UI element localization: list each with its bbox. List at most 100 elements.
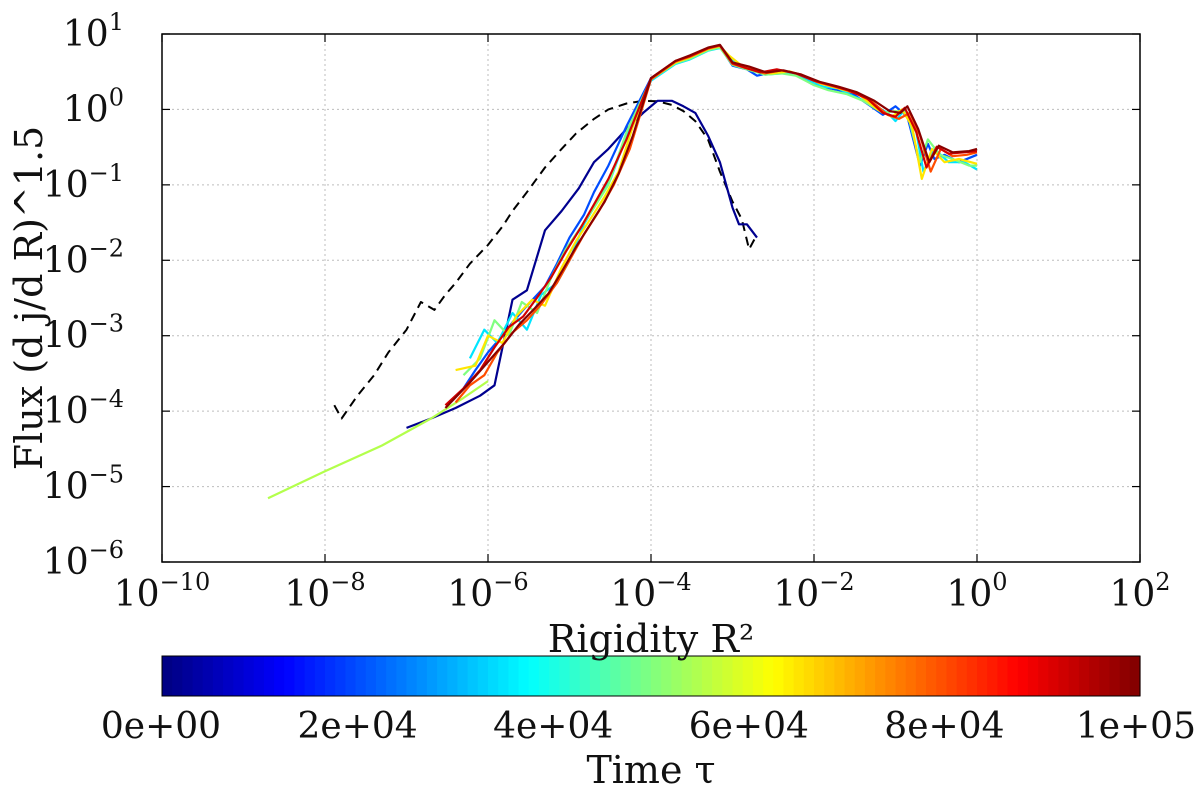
colorbar-segment — [824, 656, 835, 696]
colorbar-segment — [202, 656, 214, 696]
colorbar-segment — [620, 656, 632, 696]
colorbar-segment — [569, 656, 581, 696]
colorbar-segment — [956, 656, 968, 696]
colorbar-segment — [325, 656, 336, 696]
colorbar-segment — [763, 656, 774, 696]
colorbar-segment — [926, 656, 937, 696]
colorbar-frame — [161, 655, 1141, 697]
colorbar-segment — [457, 656, 469, 696]
colorbar-tick-label: 2e+04 — [298, 706, 418, 747]
y-tick-label: 10−5 — [43, 461, 124, 508]
colorbar-segment — [661, 656, 672, 696]
y-tick-label: 10−2 — [43, 234, 124, 281]
colorbar-tick-label: 8e+04 — [884, 706, 1004, 747]
colorbar-segment — [263, 656, 275, 696]
colorbar-segment — [274, 656, 285, 696]
colorbar-segment — [365, 656, 377, 696]
colorbar-segment — [701, 656, 713, 696]
x-tick-label: 10−6 — [447, 568, 528, 615]
colorbar-segment — [416, 656, 428, 696]
colorbar-segment — [681, 656, 693, 696]
series-run-a — [462, 45, 978, 389]
colorbar-segment — [498, 656, 509, 696]
colorbar-segment — [233, 656, 245, 696]
colorbar-segment — [579, 656, 591, 696]
y-tick-label: 10−4 — [43, 385, 124, 432]
colorbar-segment — [386, 656, 397, 696]
colorbar-segment — [671, 656, 683, 696]
colorbar-segment — [610, 656, 622, 696]
colorbar-segment — [915, 656, 927, 696]
colorbar-segment — [426, 656, 438, 696]
colorbar-segment — [1007, 656, 1019, 696]
colorbar-segment — [814, 656, 825, 696]
colorbar-segment — [182, 656, 194, 696]
colorbar-segment — [1109, 656, 1121, 696]
colorbar-segment — [1068, 656, 1080, 696]
series-layer — [267, 43, 978, 500]
x-tick-label: 10−8 — [284, 568, 365, 615]
colorbar-segment — [630, 656, 642, 696]
colorbar-segment — [732, 656, 744, 696]
colorbar-segment — [600, 656, 611, 696]
colorbar-segment — [834, 656, 846, 696]
colorbar-segment — [803, 656, 815, 696]
series-run-b — [468, 46, 978, 359]
y-tick-label: 10−1 — [43, 159, 124, 206]
x-axis-label: Rigidity R² — [548, 617, 754, 661]
series-run-c — [462, 46, 977, 376]
colorbar-segment — [997, 656, 1009, 696]
colorbar-segment — [253, 656, 265, 696]
y-tick-label: 10−6 — [43, 536, 124, 583]
colorbar-segment — [437, 656, 448, 696]
colorbar-tick-label: 0e+00 — [101, 706, 221, 747]
colorbar-segment — [243, 656, 255, 696]
colorbar-segment — [477, 656, 489, 696]
colorbar-segment — [1027, 656, 1039, 696]
colorbar-segment — [447, 656, 459, 696]
colorbar-segment — [559, 656, 571, 696]
colorbar-segment — [783, 656, 795, 696]
colorbar-segment — [1129, 656, 1141, 696]
series-run-d — [455, 45, 978, 372]
colorbar-segment — [966, 656, 978, 696]
colorbar-segment — [1058, 656, 1070, 696]
series-reference-dashed — [333, 99, 758, 420]
colorbar-segment — [172, 656, 183, 696]
colorbar-segment — [304, 656, 316, 696]
colorbar-segment — [294, 656, 306, 696]
colorbar-segment — [936, 656, 948, 696]
colorbar-segment — [406, 656, 418, 696]
colorbar-segment — [345, 656, 357, 696]
series-green-branch — [267, 380, 489, 500]
colorbar-segment — [1099, 656, 1111, 696]
y-axis-label: Flux (d j/d R)^1.5 — [7, 126, 51, 470]
colorbar-segment — [1089, 656, 1100, 696]
y-tick-label: 10−3 — [43, 310, 124, 357]
colorbar-segment — [773, 656, 785, 696]
y-tick-label: 100 — [63, 83, 124, 130]
plot-frame — [161, 33, 1141, 563]
colorbar-segment — [355, 656, 367, 696]
colorbar-segment — [905, 656, 917, 696]
colorbar-segment — [875, 656, 886, 696]
colorbar-segment — [518, 656, 530, 696]
colorbar-segment — [742, 656, 754, 696]
colorbar-segment — [722, 656, 734, 696]
series-run-g — [444, 43, 978, 409]
colorbar-segment — [752, 656, 764, 696]
colorbar-tick-label: 6e+04 — [689, 706, 809, 747]
colorbar-tick-label: 4e+04 — [493, 706, 613, 747]
colorbar-label: Time τ — [586, 748, 715, 789]
colorbar-segment — [1078, 656, 1090, 696]
colorbar-segment — [712, 656, 723, 696]
colorbar-segment — [223, 656, 234, 696]
colorbar-segment — [1119, 656, 1131, 696]
colorbar-segment — [375, 656, 387, 696]
x-tick-label: 102 — [1109, 568, 1170, 615]
colorbar-segment — [793, 656, 805, 696]
colorbar-tick-label: 1e+05 — [1076, 706, 1196, 747]
colorbar-segment — [987, 656, 998, 696]
colorbar-segment — [844, 656, 856, 696]
colorbar-segment — [508, 656, 520, 696]
